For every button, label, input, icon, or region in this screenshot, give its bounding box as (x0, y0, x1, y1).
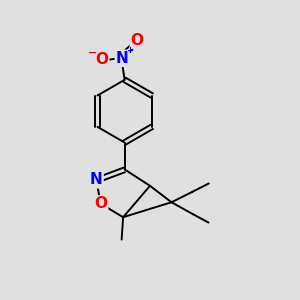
Text: O: O (131, 33, 144, 48)
Text: N: N (116, 51, 129, 66)
Text: O: O (95, 52, 108, 67)
Text: O: O (94, 196, 107, 211)
Text: +: + (126, 46, 133, 56)
Text: −: − (88, 48, 98, 58)
Text: N: N (90, 172, 103, 188)
